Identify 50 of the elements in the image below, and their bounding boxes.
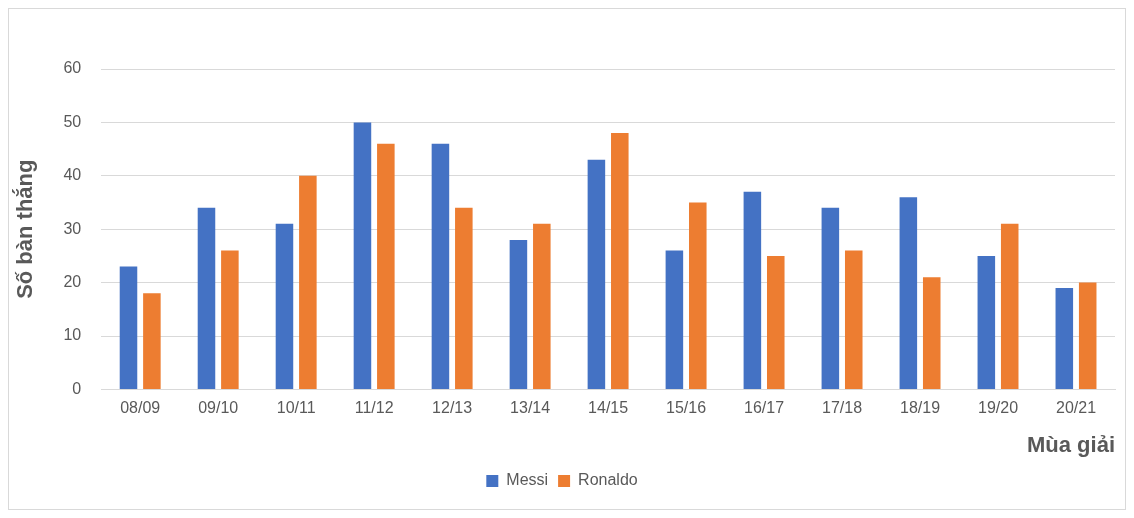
bar <box>1000 223 1019 389</box>
legend-label: Messi <box>506 471 549 489</box>
x-tick-label: 17/18 <box>822 399 863 417</box>
bar <box>587 159 606 389</box>
y-axis-title: Số bàn thắng <box>12 159 38 299</box>
x-tick-label: 14/15 <box>588 399 629 417</box>
bar <box>977 255 996 389</box>
bar <box>766 255 785 389</box>
x-axis-title: Mùa giải <box>1026 431 1115 457</box>
x-tick-label: 10/11 <box>276 399 316 417</box>
x-tick-label: 12/13 <box>432 399 473 417</box>
bar <box>431 143 450 389</box>
x-tick-label: 16/17 <box>744 399 785 417</box>
y-tick-label: 40 <box>63 166 82 184</box>
bar <box>377 143 395 389</box>
bar <box>743 191 762 389</box>
x-tick-label: 08/09 <box>120 399 161 417</box>
x-tick-label: 11/12 <box>354 399 394 417</box>
bar <box>899 197 918 389</box>
y-tick-label: 60 <box>63 59 82 77</box>
x-tick-label: 13/14 <box>510 399 551 417</box>
y-tick-label: 50 <box>63 112 82 130</box>
x-tick-label: 15/16 <box>666 399 707 417</box>
x-tick-label: 18/19 <box>900 399 941 417</box>
bar <box>119 266 138 389</box>
bar <box>353 122 372 389</box>
x-tick-label: 20/21 <box>1055 399 1097 417</box>
bar <box>611 133 629 389</box>
bar <box>1078 282 1097 389</box>
bar <box>143 293 161 389</box>
bar <box>455 207 473 389</box>
bar <box>821 207 840 389</box>
bar <box>533 223 551 389</box>
x-tick-label: 19/20 <box>978 399 1019 417</box>
bar <box>299 175 317 389</box>
y-tick-label: 10 <box>63 326 82 344</box>
bar <box>844 250 863 389</box>
bar <box>509 239 528 389</box>
bar <box>665 250 684 389</box>
y-tick-label: 30 <box>63 219 82 237</box>
legend-label: Ronaldo <box>578 471 638 489</box>
bar <box>197 207 216 389</box>
y-tick-label: 20 <box>63 273 82 291</box>
x-tick-label: 09/10 <box>198 399 239 417</box>
bar <box>1055 287 1074 389</box>
bar <box>922 277 941 389</box>
bar <box>689 202 707 389</box>
bar <box>221 250 239 389</box>
bar <box>275 223 294 389</box>
y-tick-label: 0 <box>72 379 82 397</box>
